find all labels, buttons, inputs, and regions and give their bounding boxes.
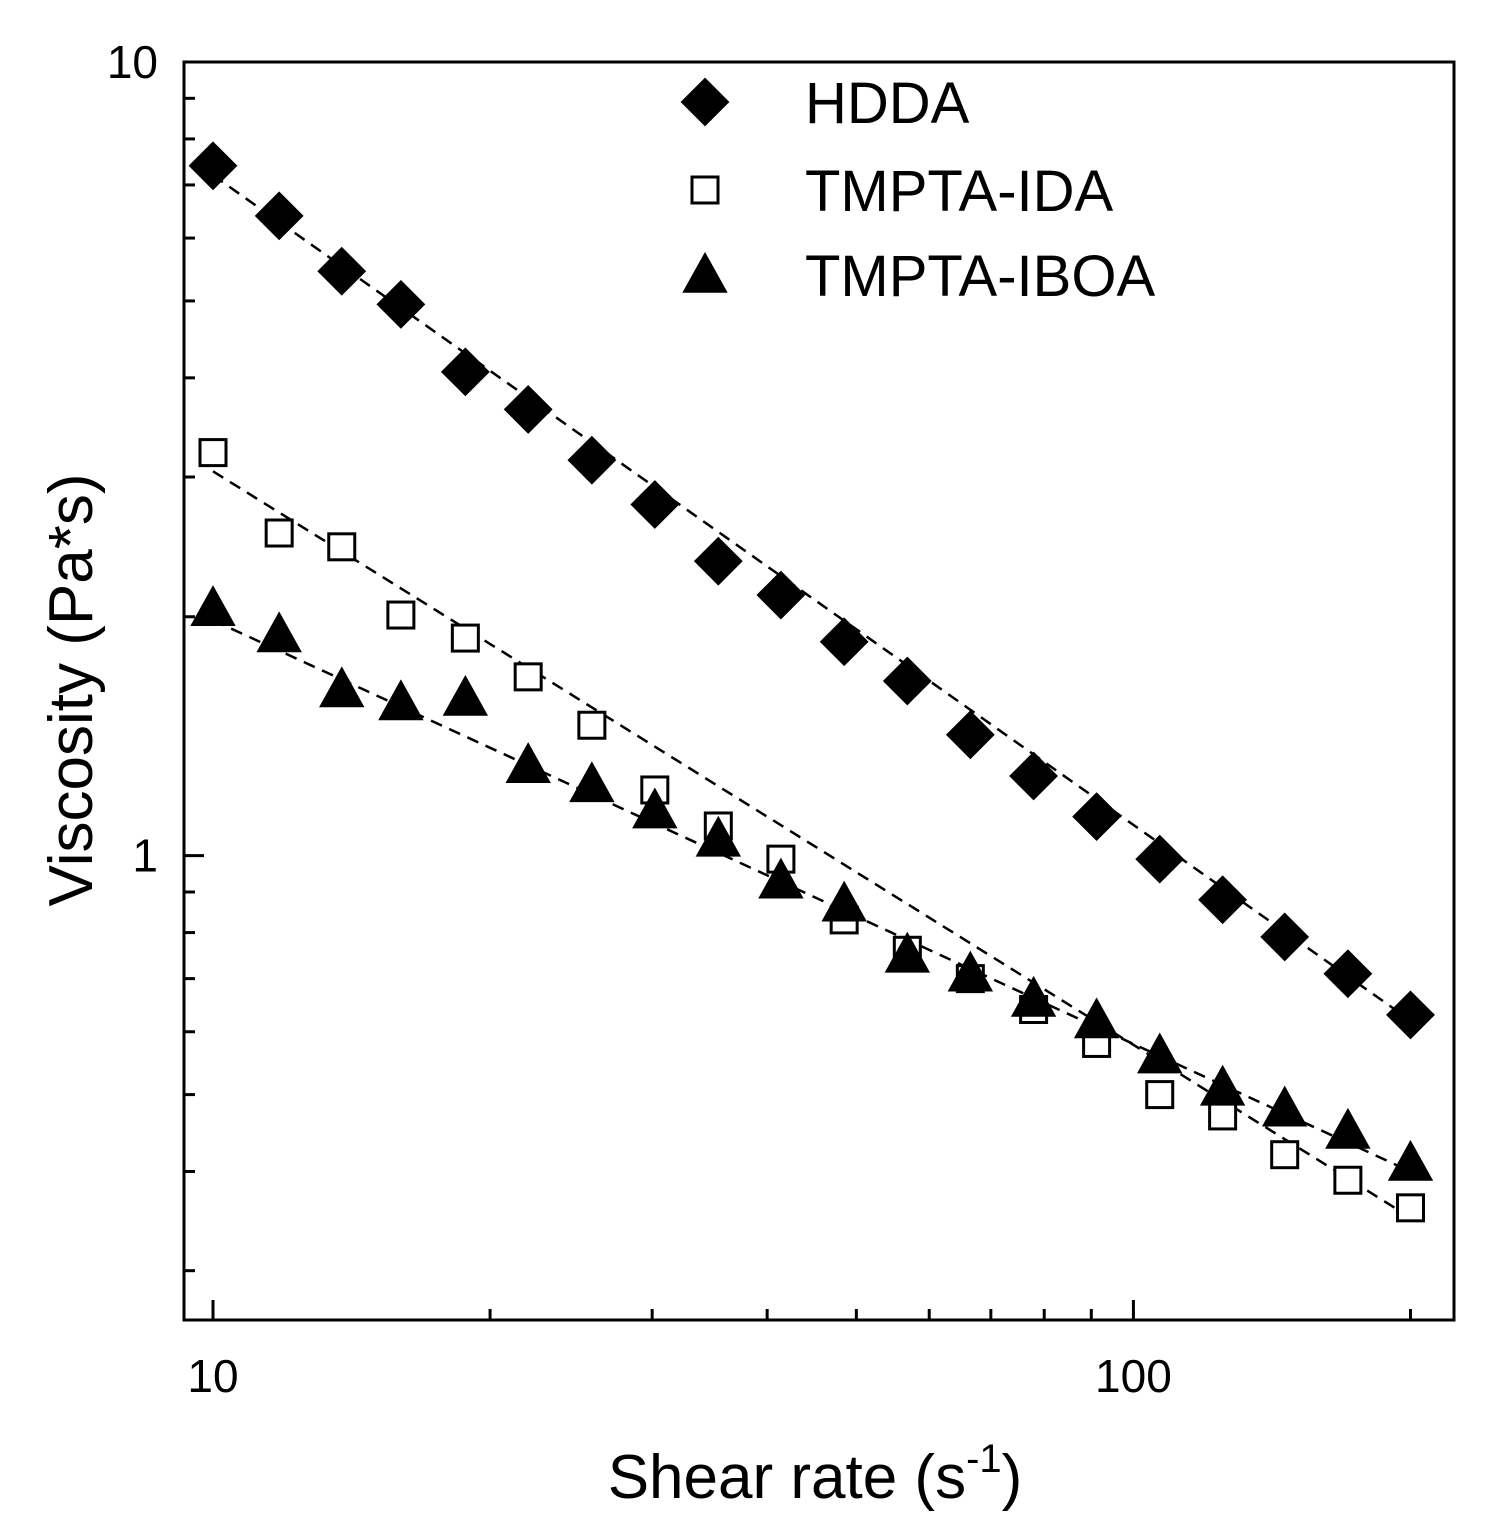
axis-ticks: 10 100 1 10: [107, 36, 1412, 1402]
y-tick-label: 10: [107, 36, 158, 88]
data-point-tmpta-iboa: [884, 931, 931, 973]
legend-marker-tmpta-ida: [690, 175, 720, 205]
data-point-hdda: [188, 141, 238, 191]
y-axis-title: Viscosity (Pa*s): [37, 474, 106, 907]
data-point-tmpta-ida: [1333, 1165, 1363, 1195]
data-point-hdda: [567, 435, 617, 485]
data-point-hdda: [1323, 949, 1373, 999]
legend-item: TMPTA-IBOA: [682, 244, 1155, 309]
data-point-hdda: [1386, 990, 1435, 1040]
data-point-hdda: [1135, 834, 1185, 884]
data-point-tmpta-iboa: [632, 787, 678, 829]
data-point-hdda: [1009, 751, 1059, 801]
series-tmpta-iboa: [190, 585, 1434, 1181]
series-hdda: [188, 141, 1435, 1040]
data-point-tmpta-iboa: [947, 950, 994, 992]
data-point-tmpta-iboa: [319, 666, 365, 708]
data-point-tmpta-iboa: [505, 742, 551, 784]
data-point-hdda: [819, 617, 869, 667]
data-point-hdda: [503, 384, 553, 434]
data-point-tmpta-iboa: [695, 815, 742, 857]
data-point-tmpta-ida: [577, 710, 607, 740]
data-point-hdda: [376, 279, 426, 329]
data-point-hdda: [756, 570, 806, 620]
data-point-tmpta-iboa: [1199, 1064, 1246, 1106]
data-point-tmpta-ida: [513, 662, 543, 692]
data-point-tmpta-iboa: [1137, 1032, 1183, 1074]
legend-marker-hdda: [680, 77, 730, 127]
y-tick-label: 1: [132, 830, 158, 882]
data-markers: [188, 141, 1435, 1223]
data-point-hdda: [317, 246, 367, 296]
data-point-tmpta-ida: [1145, 1080, 1175, 1110]
legend-label: TMPTA-IBOA: [805, 244, 1155, 309]
data-point-tmpta-iboa: [190, 585, 236, 627]
x-axis-title: Shear rate (s-1): [608, 1437, 1023, 1512]
legend-label: HDDA: [805, 71, 970, 136]
data-point-hdda: [1072, 792, 1122, 842]
legend-item: HDDA: [680, 71, 970, 136]
legend: HDDA TMPTA-IDA TMPTA-IBOA: [680, 71, 1155, 309]
data-point-tmpta-ida: [1270, 1140, 1300, 1170]
data-point-tmpta-iboa: [1325, 1107, 1371, 1149]
x-tick-label: 10: [187, 1350, 238, 1402]
legend-marker-tmpta-iboa: [682, 251, 728, 293]
plot-frame: [182, 60, 1456, 1322]
data-point-hdda: [945, 710, 995, 760]
data-point-hdda: [693, 536, 743, 586]
data-point-tmpta-iboa: [442, 674, 489, 716]
data-point-tmpta-iboa: [256, 611, 302, 653]
legend-label: TMPTA-IDA: [805, 159, 1114, 224]
data-point-tmpta-iboa: [1261, 1085, 1308, 1127]
data-point-tmpta-iboa: [569, 761, 615, 803]
data-point-tmpta-iboa: [821, 880, 867, 922]
data-point-tmpta-ida: [327, 532, 357, 562]
data-point-hdda: [882, 656, 932, 706]
data-point-tmpta-iboa: [1073, 997, 1120, 1039]
x-axis-title-sup: -1: [966, 1437, 1002, 1481]
x-tick-label: 100: [1095, 1350, 1172, 1402]
data-point-hdda: [254, 191, 304, 241]
data-point-hdda: [1198, 875, 1248, 925]
fit-line-tmpta-ida: [212, 470, 1412, 1219]
x-axis-title-main: Shear rate (s: [608, 1443, 966, 1512]
data-point-hdda: [440, 347, 490, 397]
data-point-tmpta-ida: [386, 600, 416, 630]
data-point-tmpta-ida: [198, 438, 228, 468]
data-point-tmpta-ida: [264, 518, 294, 548]
legend-item: TMPTA-IDA: [690, 159, 1114, 224]
data-point-tmpta-ida: [1395, 1193, 1425, 1223]
data-point-hdda: [1260, 912, 1310, 962]
data-point-hdda: [630, 480, 680, 529]
data-point-tmpta-iboa: [378, 679, 424, 721]
x-axis-title-close: ): [1002, 1443, 1023, 1512]
data-point-tmpta-ida: [450, 623, 480, 653]
data-point-tmpta-iboa: [1387, 1139, 1434, 1181]
data-point-tmpta-ida: [1208, 1101, 1238, 1131]
data-point-tmpta-iboa: [1010, 975, 1057, 1017]
data-point-tmpta-iboa: [758, 857, 804, 899]
